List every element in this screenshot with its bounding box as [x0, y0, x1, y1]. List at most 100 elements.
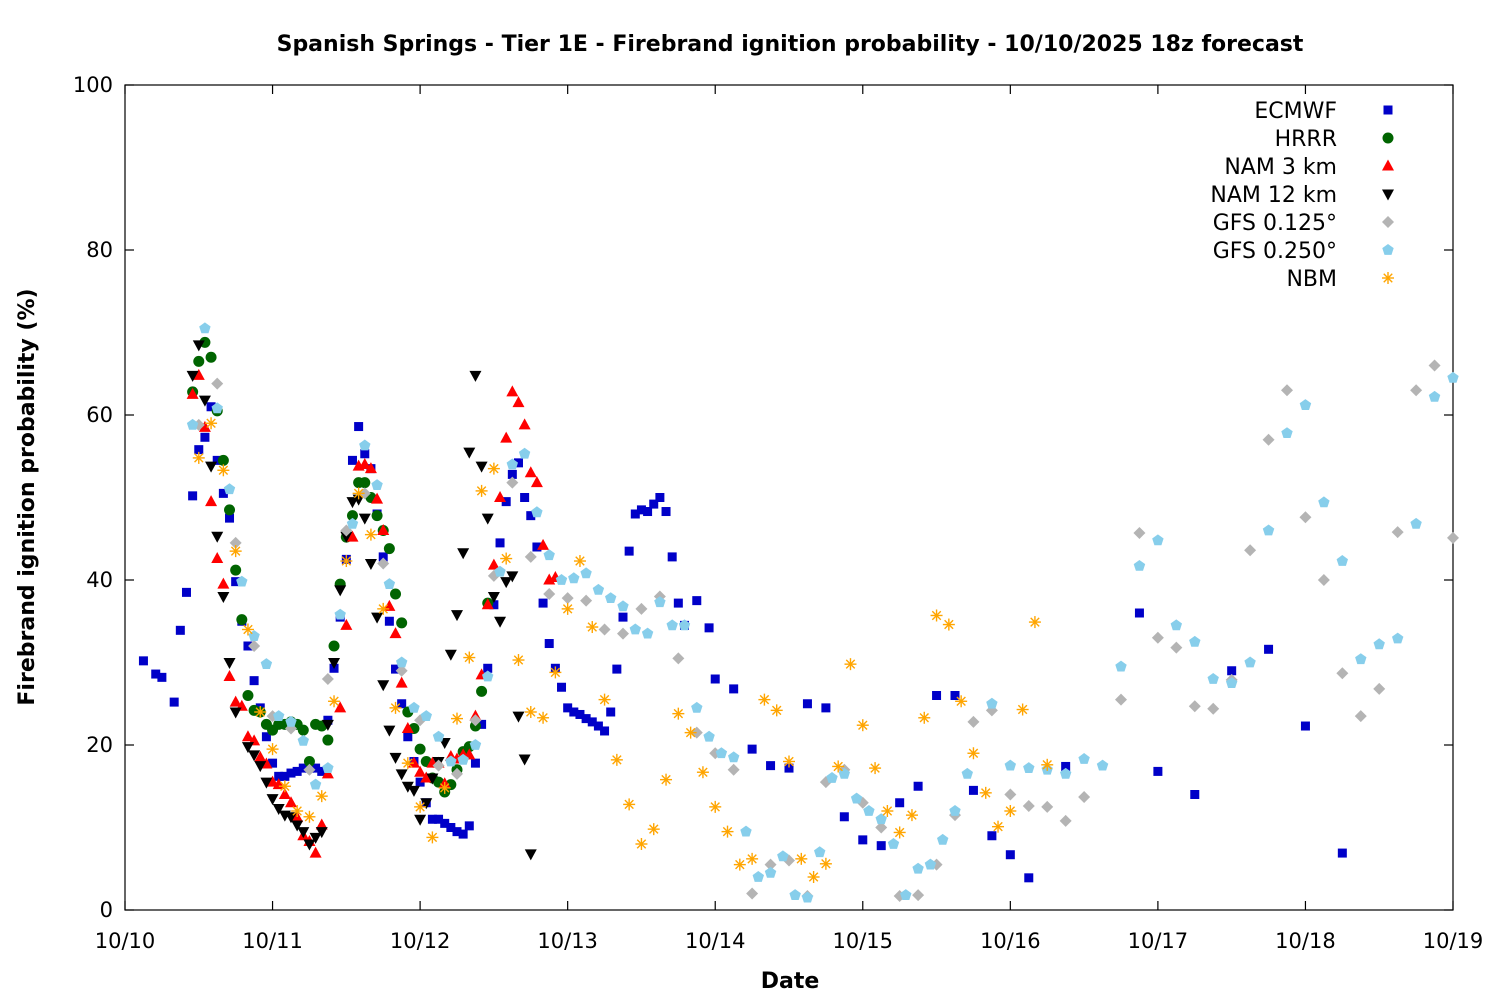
data-point [415, 777, 425, 787]
plot-frame [124, 84, 1454, 911]
data-point [912, 862, 924, 874]
data-point [192, 451, 205, 464]
data-point [391, 664, 401, 674]
data-point [913, 781, 923, 791]
data-point [586, 621, 599, 634]
data-point [229, 545, 242, 558]
data-point [568, 572, 580, 584]
data-point [315, 827, 328, 839]
legend-label: HRRR [1275, 127, 1337, 152]
data-point [629, 623, 641, 635]
data-point [673, 598, 683, 608]
data-point [1410, 384, 1423, 397]
data-point [254, 761, 267, 773]
series-4 [192, 359, 1459, 902]
data-point [261, 732, 271, 742]
data-point [286, 768, 296, 778]
data-point [543, 549, 555, 561]
data-point [241, 623, 254, 636]
data-point [746, 852, 759, 865]
data-point [364, 528, 377, 541]
data-point [401, 757, 414, 770]
data-point [371, 492, 384, 504]
legend-label: NBM [1286, 267, 1337, 292]
data-point [389, 701, 402, 714]
data-point [795, 852, 808, 865]
data-point [655, 493, 665, 502]
data-point [512, 396, 525, 408]
data-point [309, 778, 322, 790]
data-point [241, 730, 254, 742]
data-point [470, 758, 480, 768]
data-point [218, 488, 228, 498]
data-point [1133, 526, 1146, 539]
y-tick-label: 80 [86, 238, 113, 262]
data-point [432, 730, 445, 742]
data-point [427, 814, 437, 824]
data-point [223, 658, 236, 669]
data-point [801, 891, 814, 903]
data-point [746, 887, 759, 900]
data-point [390, 588, 402, 600]
data-point [198, 420, 211, 432]
data-point [1262, 433, 1275, 446]
y-tick-label: 40 [86, 568, 113, 592]
data-point [303, 763, 316, 776]
data-point [647, 823, 660, 836]
x-axis-label: Date [761, 969, 820, 994]
data-point [309, 832, 322, 844]
data-point [494, 565, 506, 577]
legend-marker [1383, 105, 1393, 115]
data-point [728, 751, 740, 763]
legend-marker [1382, 272, 1394, 284]
data-point [225, 513, 235, 523]
data-point [912, 889, 925, 902]
data-point [346, 510, 358, 522]
data-point [481, 513, 494, 525]
data-point [1264, 644, 1274, 654]
data-point [229, 695, 242, 707]
data-point [895, 798, 905, 808]
data-point [340, 531, 353, 543]
data-point [217, 592, 230, 603]
data-point [863, 805, 875, 816]
data-point [1447, 531, 1459, 544]
data-point [397, 699, 407, 709]
data-point [371, 479, 383, 490]
data-point [1134, 608, 1144, 618]
data-point [358, 458, 371, 469]
data-point [727, 763, 740, 776]
data-point [303, 839, 316, 851]
data-point [500, 431, 513, 443]
data-point [526, 511, 536, 521]
data-point [383, 725, 396, 737]
data-point [297, 724, 309, 736]
plot-border [124, 84, 1454, 911]
data-point [157, 672, 167, 682]
legend-label: NAM 12 km [1210, 183, 1337, 208]
data-point [1078, 753, 1090, 764]
data-point [1299, 399, 1312, 410]
data-point [377, 680, 390, 692]
data-point [500, 577, 513, 589]
data-point [606, 707, 616, 717]
y-axis-label: Firebrand ignition probability (%) [15, 288, 40, 705]
data-point [1041, 800, 1054, 813]
data-point [414, 765, 427, 777]
data-point [199, 322, 211, 334]
data-point [494, 491, 507, 502]
data-point [1004, 759, 1016, 771]
data-point [229, 536, 242, 549]
data-point [783, 755, 795, 768]
data-point [188, 491, 198, 501]
data-point [740, 825, 752, 837]
data-point [315, 818, 328, 830]
data-point [444, 649, 457, 661]
data-point [193, 355, 205, 367]
data-markers [138, 322, 1459, 903]
data-point [506, 458, 518, 470]
data-point [955, 695, 968, 708]
data-point [303, 810, 316, 823]
data-point [407, 785, 420, 797]
